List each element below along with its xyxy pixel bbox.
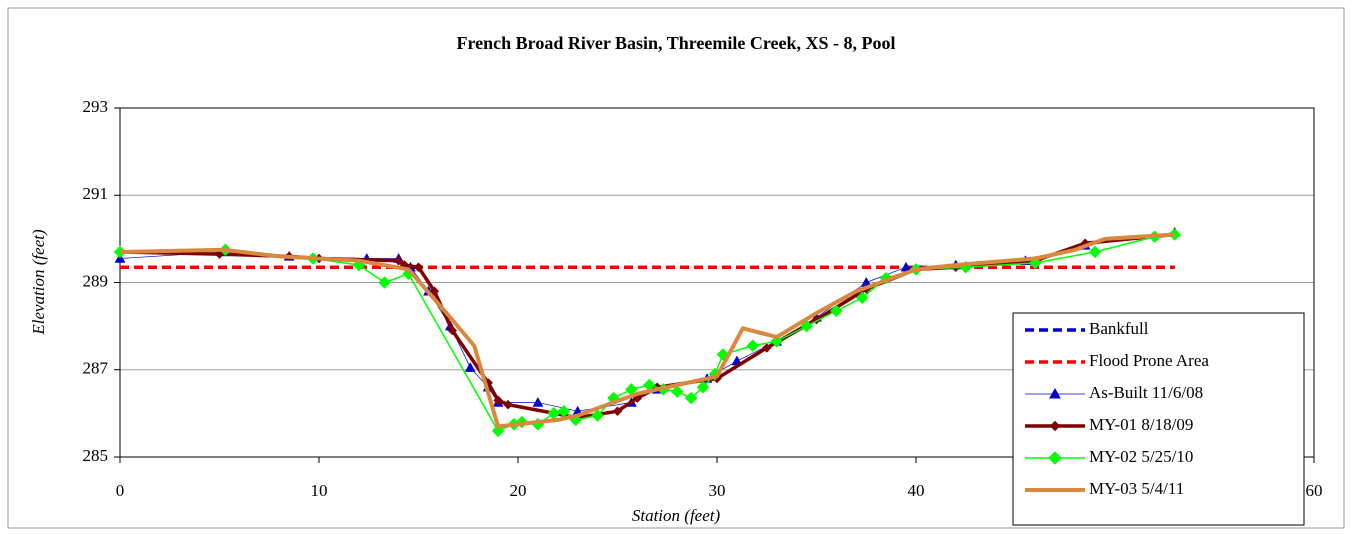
legend-marker bbox=[1049, 420, 1061, 432]
y-tick-label: 285 bbox=[83, 446, 109, 465]
legend-marker bbox=[1048, 451, 1062, 465]
legend-label: As-Built 11/6/08 bbox=[1089, 383, 1203, 402]
series-line bbox=[119, 232, 1175, 429]
data-point bbox=[1168, 228, 1182, 241]
data-point bbox=[684, 391, 698, 405]
legend-label: Bankfull bbox=[1089, 319, 1149, 338]
y-axis-title: Elevation (feet) bbox=[29, 229, 48, 336]
chart-title: French Broad River Basin, Threemile Cree… bbox=[457, 33, 896, 53]
x-tick-label: 60 bbox=[1306, 481, 1323, 500]
plot-frame bbox=[119, 107, 1315, 458]
data-point bbox=[591, 409, 604, 422]
data-point bbox=[879, 271, 893, 285]
data-point bbox=[493, 395, 503, 406]
legend-label: Flood Prone Area bbox=[1089, 351, 1209, 370]
x-tick-label: 10 bbox=[311, 481, 328, 500]
y-tick-label: 287 bbox=[83, 359, 109, 378]
data-point bbox=[612, 406, 623, 417]
legend-marker bbox=[1049, 387, 1061, 399]
x-tick-label: 40 bbox=[908, 481, 925, 500]
data-point bbox=[447, 325, 458, 336]
x-tick-label: 30 bbox=[709, 481, 726, 500]
x-tick-label: 20 bbox=[510, 481, 527, 500]
x-tick-label: 0 bbox=[116, 481, 125, 500]
data-point bbox=[855, 291, 869, 305]
data-point bbox=[413, 262, 424, 273]
legend-label: MY-01 8/18/09 bbox=[1089, 415, 1193, 434]
y-tick-label: 289 bbox=[83, 271, 109, 290]
data-point bbox=[429, 286, 440, 297]
data-point bbox=[378, 276, 392, 289]
data-point bbox=[503, 399, 513, 410]
data-point bbox=[670, 385, 684, 398]
data-point bbox=[532, 396, 544, 407]
data-point bbox=[1088, 245, 1102, 259]
data-point bbox=[696, 380, 710, 394]
legend: Bankfull Flood Prone Area As-Built 11/6/08… bbox=[1012, 312, 1305, 526]
y-tick-label: 293 bbox=[83, 97, 109, 116]
legend-label: MY-02 5/25/10 bbox=[1089, 447, 1193, 466]
data-point bbox=[761, 343, 772, 353]
data-point bbox=[746, 339, 760, 353]
data-point bbox=[830, 304, 843, 318]
y-tick-label: 291 bbox=[83, 184, 109, 203]
data-point bbox=[770, 335, 784, 348]
data-point bbox=[464, 362, 476, 372]
data-point bbox=[393, 255, 404, 266]
x-axis-title: Station (feet) bbox=[632, 506, 721, 525]
legend-label: MY-03 5/4/11 bbox=[1089, 479, 1184, 498]
